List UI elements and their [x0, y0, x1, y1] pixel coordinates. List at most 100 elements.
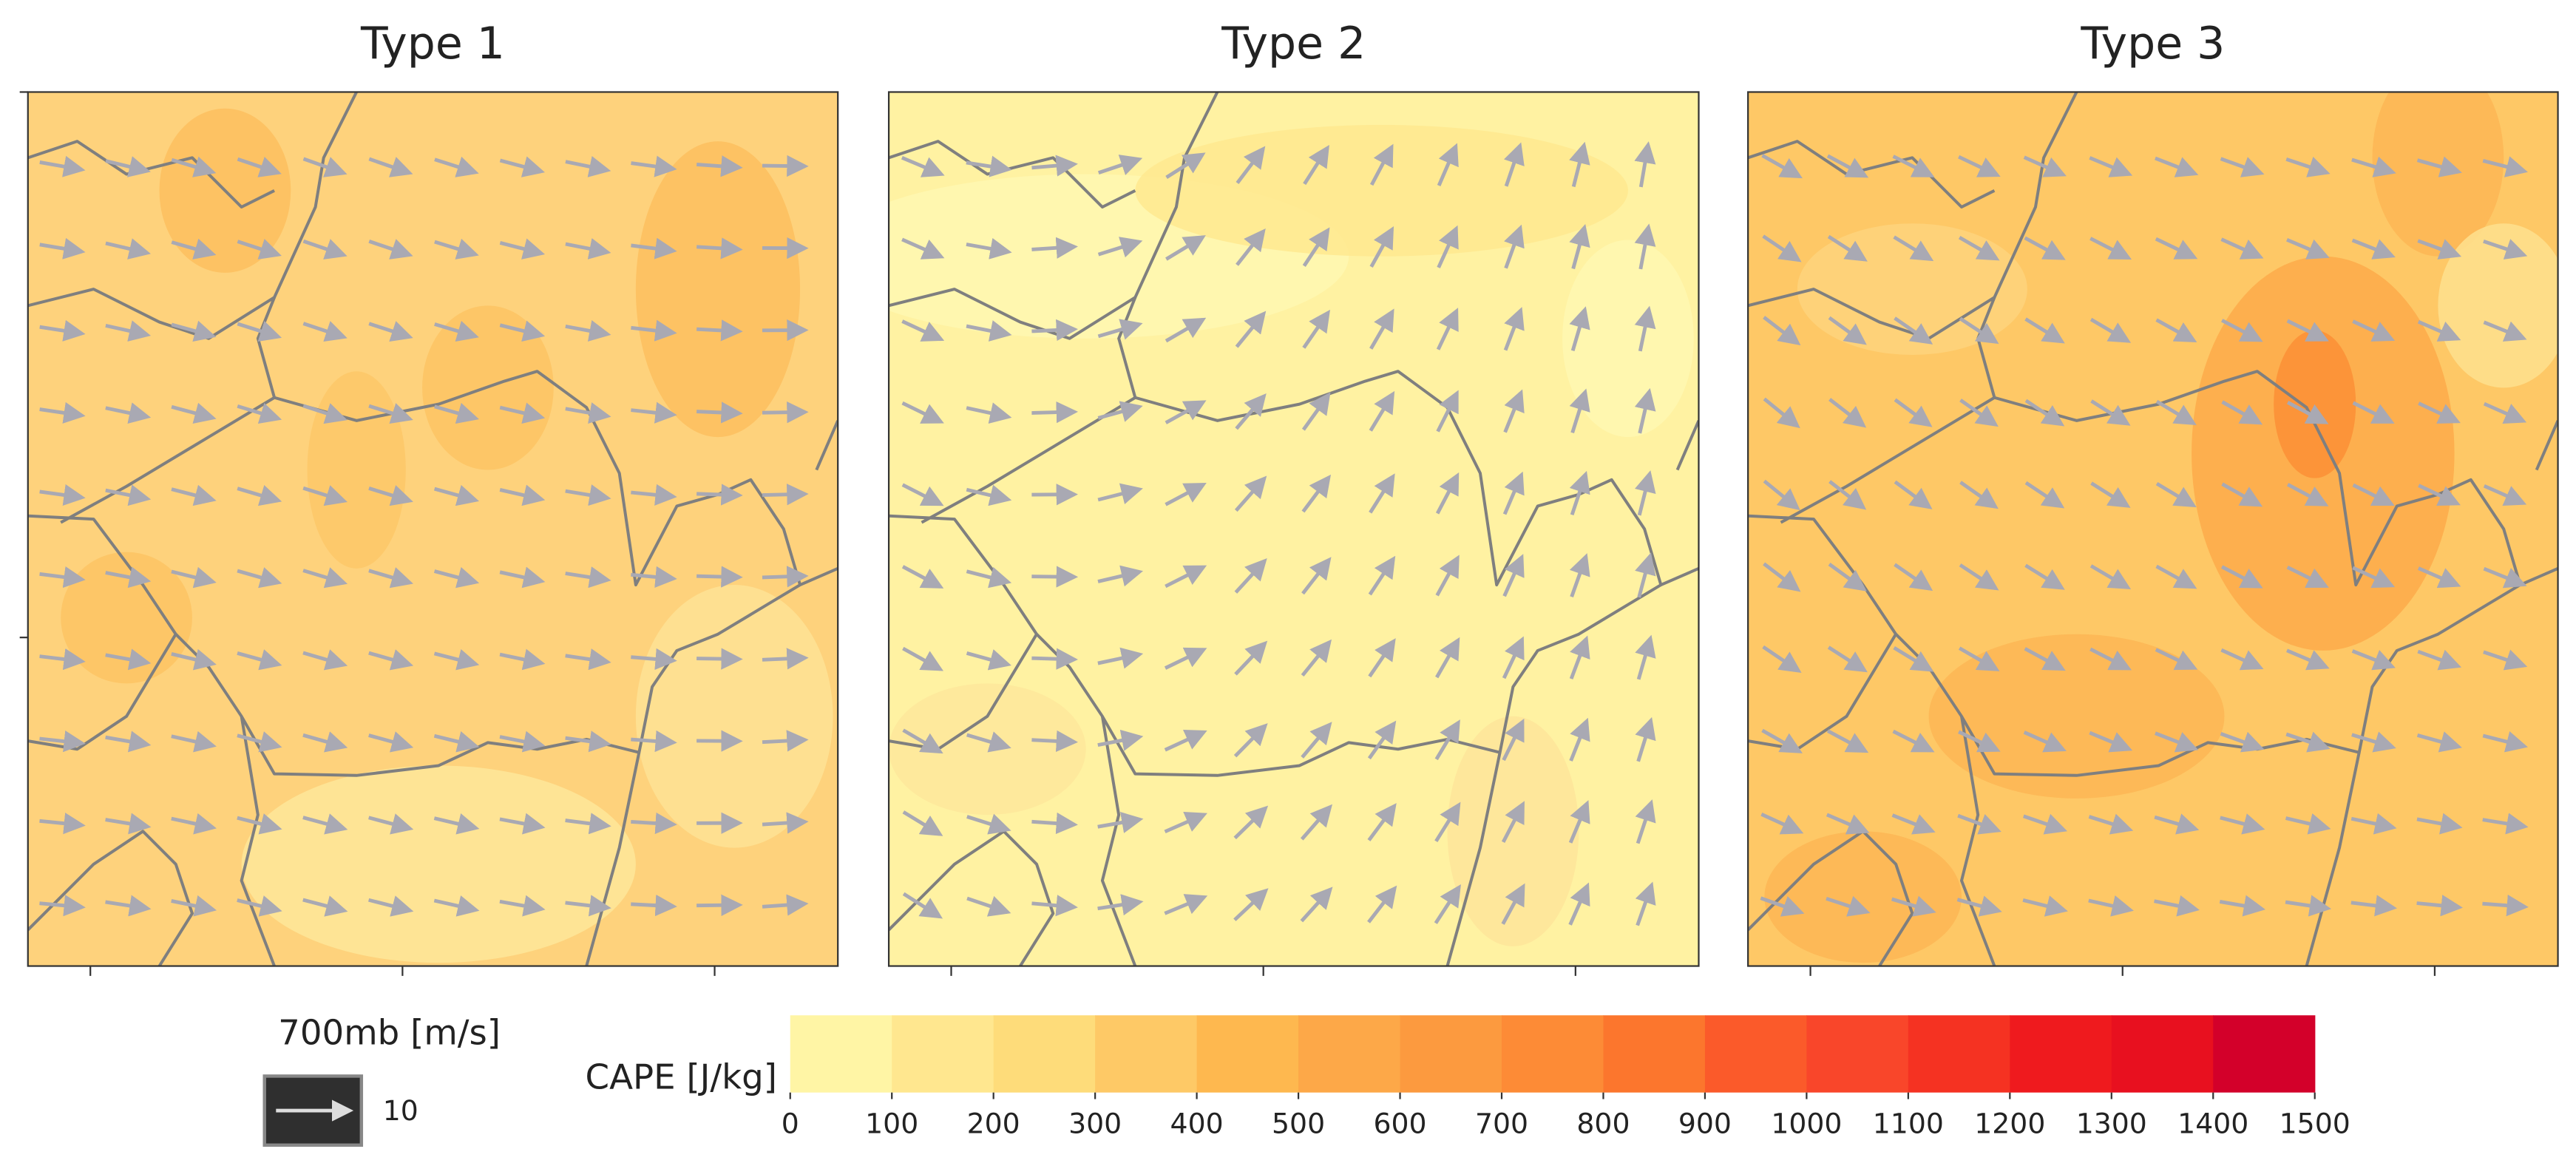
wind-arrow — [2483, 566, 2527, 589]
wind-arrow — [433, 813, 480, 835]
cape-blob — [2274, 330, 2356, 478]
colorbar-tick-label: 1500 — [2280, 1108, 2350, 1140]
map-panel — [887, 91, 1700, 976]
wind-arrow — [565, 484, 611, 506]
wind-arrow — [1892, 155, 1935, 177]
wind-arrow — [2416, 156, 2462, 177]
wind-arrow — [237, 321, 282, 342]
wind-arrow — [901, 319, 945, 342]
wind-arrow — [966, 813, 1011, 835]
wind-arrow — [499, 238, 546, 260]
wind-arrow — [2220, 237, 2264, 260]
wind-arrow — [1233, 805, 1269, 840]
wind-arrow — [302, 813, 348, 835]
wind-arrow — [2286, 238, 2330, 260]
wind-arrow — [2155, 237, 2198, 260]
panel-title: Type 2 — [1221, 18, 1366, 70]
wind-arrow — [2351, 731, 2396, 753]
wind-arrow — [2219, 895, 2266, 917]
wind-arrow — [1634, 141, 1656, 188]
wind-arrow — [237, 403, 282, 424]
wind-arrow — [2482, 731, 2528, 753]
wind-arrow — [1165, 400, 1207, 424]
wind-arrow — [2088, 813, 2134, 835]
colorbar-segment — [2111, 1015, 2214, 1093]
wind-arrow — [1892, 729, 1935, 753]
wind-arrow — [1956, 895, 2002, 917]
wind-arrow — [1233, 723, 1268, 758]
wind-arrow — [1435, 472, 1460, 515]
wind-arrow — [1502, 718, 1525, 762]
wind-arrow — [2351, 649, 2396, 671]
wind-arrow — [499, 813, 546, 835]
wind-arrow — [39, 731, 86, 753]
wind-arrow — [696, 401, 743, 424]
wind-arrow — [1894, 316, 1933, 345]
wind-arrow — [966, 402, 1012, 424]
wind-arrow — [2089, 564, 2132, 590]
wind-arrow — [1031, 730, 1078, 753]
wind-arrow — [368, 321, 413, 342]
wind-arrow — [1569, 717, 1590, 762]
wind-arrow — [1827, 645, 1868, 673]
wind-arrow — [1826, 154, 1869, 178]
wind-arrow — [1959, 316, 1999, 345]
wind-arrow — [1635, 881, 1656, 926]
wind-arrow — [1957, 813, 2002, 835]
wind-arrow — [105, 320, 152, 342]
map-panel — [1747, 91, 2559, 976]
colorbar-tick-label: 1200 — [1974, 1108, 2045, 1140]
wind-arrow — [1893, 645, 1934, 672]
wind-arrow — [2285, 813, 2331, 835]
wind-arrow — [565, 731, 611, 753]
wind-arrow — [1031, 648, 1079, 670]
wind-arrow — [171, 895, 217, 917]
wind-arrow — [2352, 319, 2396, 342]
wind-arrow — [565, 238, 611, 260]
wind-arrow — [1165, 483, 1207, 506]
wind-arrow — [1235, 393, 1267, 430]
wind-arrow — [1569, 306, 1590, 352]
panel-frame — [887, 91, 1700, 967]
wind-arrow — [1569, 388, 1590, 434]
colorbar-segment — [1806, 1015, 1909, 1093]
wind-arrow — [434, 320, 479, 342]
wind-arrow — [2417, 319, 2461, 342]
wind-arrow — [39, 813, 86, 835]
wind-arrow — [966, 731, 1011, 753]
wind-arrow — [1164, 647, 1207, 670]
wind-arrow — [2024, 647, 2066, 671]
wind-arrow — [1434, 719, 1460, 761]
wind-arrow — [1300, 887, 1333, 923]
wind-arrow — [2286, 565, 2329, 589]
map-panel — [19, 91, 839, 976]
wind-arrow — [696, 894, 743, 916]
wind-arrow — [1763, 316, 1801, 346]
wind-arrow — [2286, 319, 2329, 342]
wind-arrow — [1435, 637, 1460, 679]
wind-arrow — [1760, 813, 1804, 835]
wind-arrow — [2352, 401, 2395, 424]
wind-arrow — [1097, 237, 1143, 258]
wind-arrow — [1097, 155, 1143, 175]
wind-arrow — [2024, 563, 2065, 590]
wind-arrow — [105, 895, 152, 917]
wind-arrow — [2351, 238, 2396, 260]
wind-arrow — [1301, 392, 1331, 431]
wind-arrow — [1437, 225, 1459, 268]
wind-arrow — [1504, 224, 1525, 269]
wind-arrow — [368, 813, 414, 835]
wind-arrow — [1762, 234, 1802, 262]
wind-arrow — [2022, 895, 2068, 917]
wind-arrow — [901, 156, 945, 177]
wind-arrow — [433, 648, 480, 671]
wind-arrow — [2155, 318, 2197, 343]
wind-arrow — [105, 238, 151, 260]
wind-arrow — [1436, 308, 1459, 350]
wind-arrow — [1894, 563, 1933, 592]
wind-arrow — [1635, 552, 1656, 598]
colorbar-tick-label: 400 — [1170, 1108, 1224, 1140]
wind-arrow — [39, 895, 86, 917]
wind-arrow — [1891, 895, 1936, 917]
